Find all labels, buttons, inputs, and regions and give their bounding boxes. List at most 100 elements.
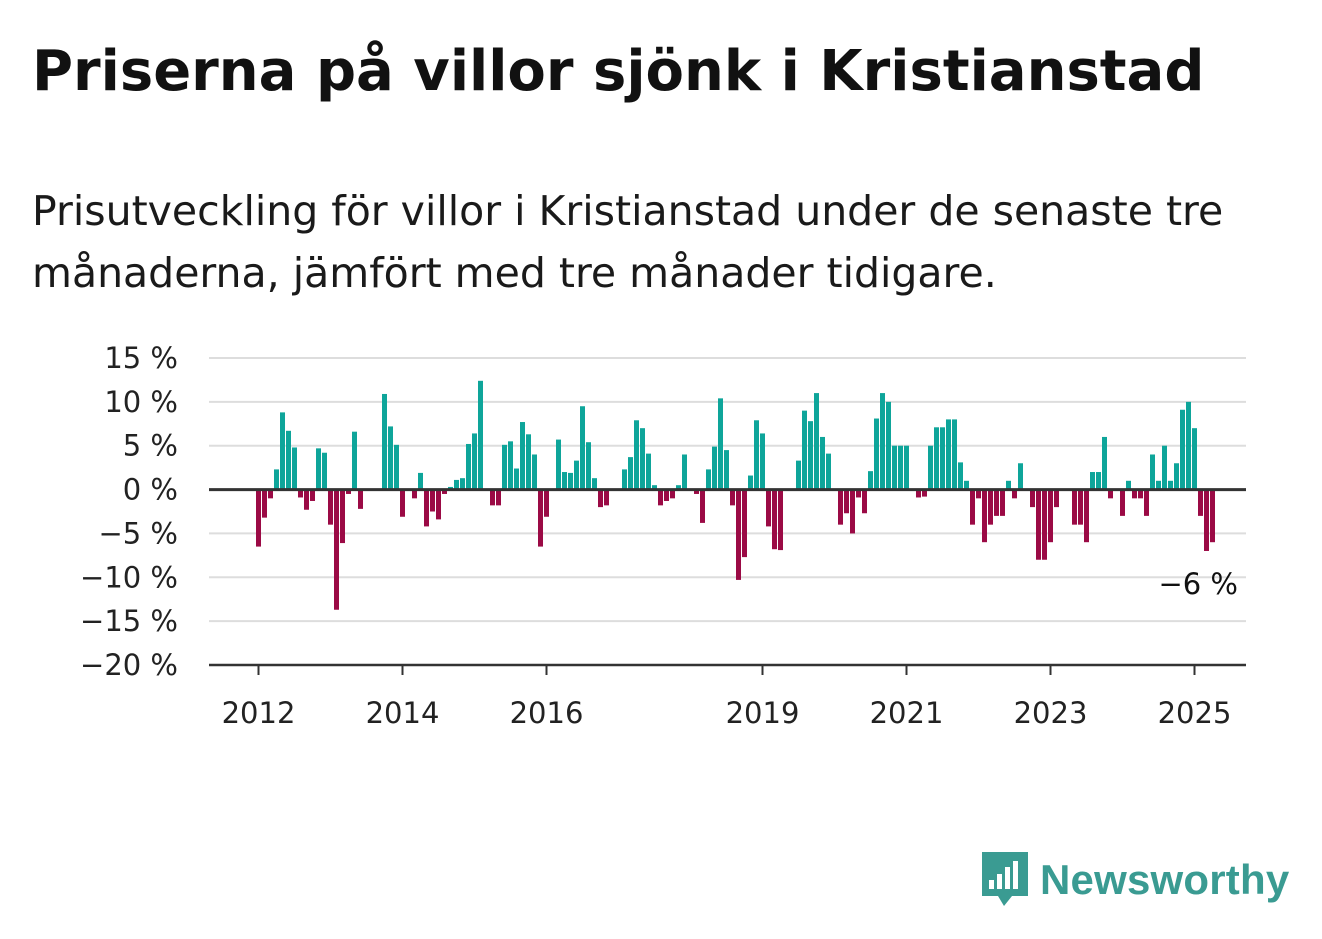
bar-positive	[712, 446, 717, 490]
bar-negative	[1204, 489, 1209, 551]
grid-lines	[209, 357, 1246, 623]
bar-positive	[724, 450, 729, 490]
bar-positive	[514, 468, 519, 490]
bar-positive	[532, 454, 537, 490]
bar-negative	[1012, 489, 1017, 499]
bar-negative	[700, 489, 705, 523]
bar-negative	[988, 489, 993, 525]
bar-positive	[652, 485, 657, 490]
bar-negative	[358, 489, 363, 509]
bar-positive	[574, 460, 579, 490]
bar-negative	[766, 489, 771, 527]
bar-positive	[718, 398, 723, 490]
bar-chart: 15 %10 %5 %0 %−5 %−10 %−15 %−20 % 2012 20…	[80, 341, 1246, 730]
y-tick-label: 10 %	[104, 385, 178, 419]
bar-positive	[820, 436, 825, 490]
bar-positive	[292, 447, 297, 490]
bar-positive	[964, 480, 969, 490]
bar-positive	[622, 469, 627, 490]
bar-negative	[730, 489, 735, 506]
bar-positive	[952, 419, 957, 490]
bar-positive	[274, 469, 279, 490]
x-tick-label: 2012	[222, 696, 296, 730]
bar-positive	[1168, 480, 1173, 490]
bar-positive	[586, 442, 591, 490]
bars	[256, 380, 1215, 610]
axes	[209, 488, 1246, 667]
bar-positive	[1096, 472, 1101, 490]
bar-negative	[1132, 489, 1137, 499]
bar-positive	[286, 430, 291, 490]
bar-positive	[562, 472, 567, 490]
y-axis-labels: 15 % 10 % 5 % 0 % −5 % −10 % −15 % −20 %	[80, 341, 178, 682]
x-tick-label: 2025	[1158, 696, 1232, 730]
bar-positive	[874, 418, 879, 490]
bar-positive	[868, 471, 873, 490]
bar-negative	[658, 489, 663, 506]
bar-negative	[670, 489, 675, 499]
bar-positive	[886, 401, 891, 490]
y-tick-label: −5 %	[98, 516, 178, 550]
bar-negative	[436, 489, 441, 520]
x-tick-label: 2023	[1014, 696, 1088, 730]
bar-negative	[994, 489, 999, 516]
bar-negative	[262, 489, 267, 518]
bar-negative	[346, 489, 351, 494]
y-tick-label: −20 %	[80, 648, 178, 682]
bar-negative	[976, 489, 981, 499]
bar-positive	[322, 452, 327, 490]
bar-positive	[940, 427, 945, 490]
bar-positive	[472, 433, 477, 490]
bar-negative	[538, 489, 543, 547]
bar-positive	[556, 439, 561, 490]
bar-positive	[526, 434, 531, 490]
y-tick-label: −10 %	[80, 560, 178, 594]
bar-negative	[1210, 489, 1215, 543]
bar-positive	[382, 393, 387, 490]
bar-positive	[580, 406, 585, 490]
bar-negative	[424, 489, 429, 527]
bar-positive	[880, 393, 885, 490]
x-axis-labels: 2012 2014 2016 2019 2021 2023 2025	[222, 665, 1232, 730]
y-tick-label: −15 %	[80, 604, 178, 638]
x-tick-label: 2019	[726, 696, 800, 730]
bar-negative	[412, 489, 417, 499]
bar-positive	[928, 445, 933, 490]
bar-negative	[268, 489, 273, 499]
bar-positive	[418, 472, 423, 490]
bar-negative	[304, 489, 309, 510]
bar-negative	[772, 489, 777, 550]
bar-positive	[454, 479, 459, 490]
bar-positive	[808, 421, 813, 490]
y-tick-label: 15 %	[104, 341, 178, 375]
bar-negative	[838, 489, 843, 525]
bar-negative	[442, 489, 447, 494]
bar-negative	[430, 489, 435, 512]
bar-negative	[1144, 489, 1149, 516]
bar-negative	[328, 489, 333, 525]
bar-positive	[466, 443, 471, 490]
bar-positive	[760, 433, 765, 490]
bar-positive	[814, 393, 819, 490]
chart-title: Priserna på villor sjönk i Kristianstad	[32, 39, 1205, 104]
bar-negative	[862, 489, 867, 514]
bar-negative	[340, 489, 345, 544]
brand-name: Newsworthy	[1040, 856, 1290, 903]
bar-positive	[1126, 480, 1131, 490]
bar-positive	[682, 454, 687, 490]
bar-negative	[256, 489, 261, 547]
bar-negative	[1036, 489, 1041, 560]
bar-positive	[958, 462, 963, 490]
y-tick-label: 5 %	[123, 429, 178, 463]
bar-positive	[754, 420, 759, 490]
bar-positive	[1174, 463, 1179, 490]
bar-positive	[316, 448, 321, 490]
bar-negative	[598, 489, 603, 508]
x-tick-label: 2021	[870, 696, 944, 730]
x-tick-label: 2014	[366, 696, 440, 730]
bar-positive	[1156, 480, 1161, 490]
bar-negative	[604, 489, 609, 506]
bar-positive	[634, 420, 639, 490]
bar-positive	[934, 427, 939, 490]
bar-positive	[280, 412, 285, 490]
